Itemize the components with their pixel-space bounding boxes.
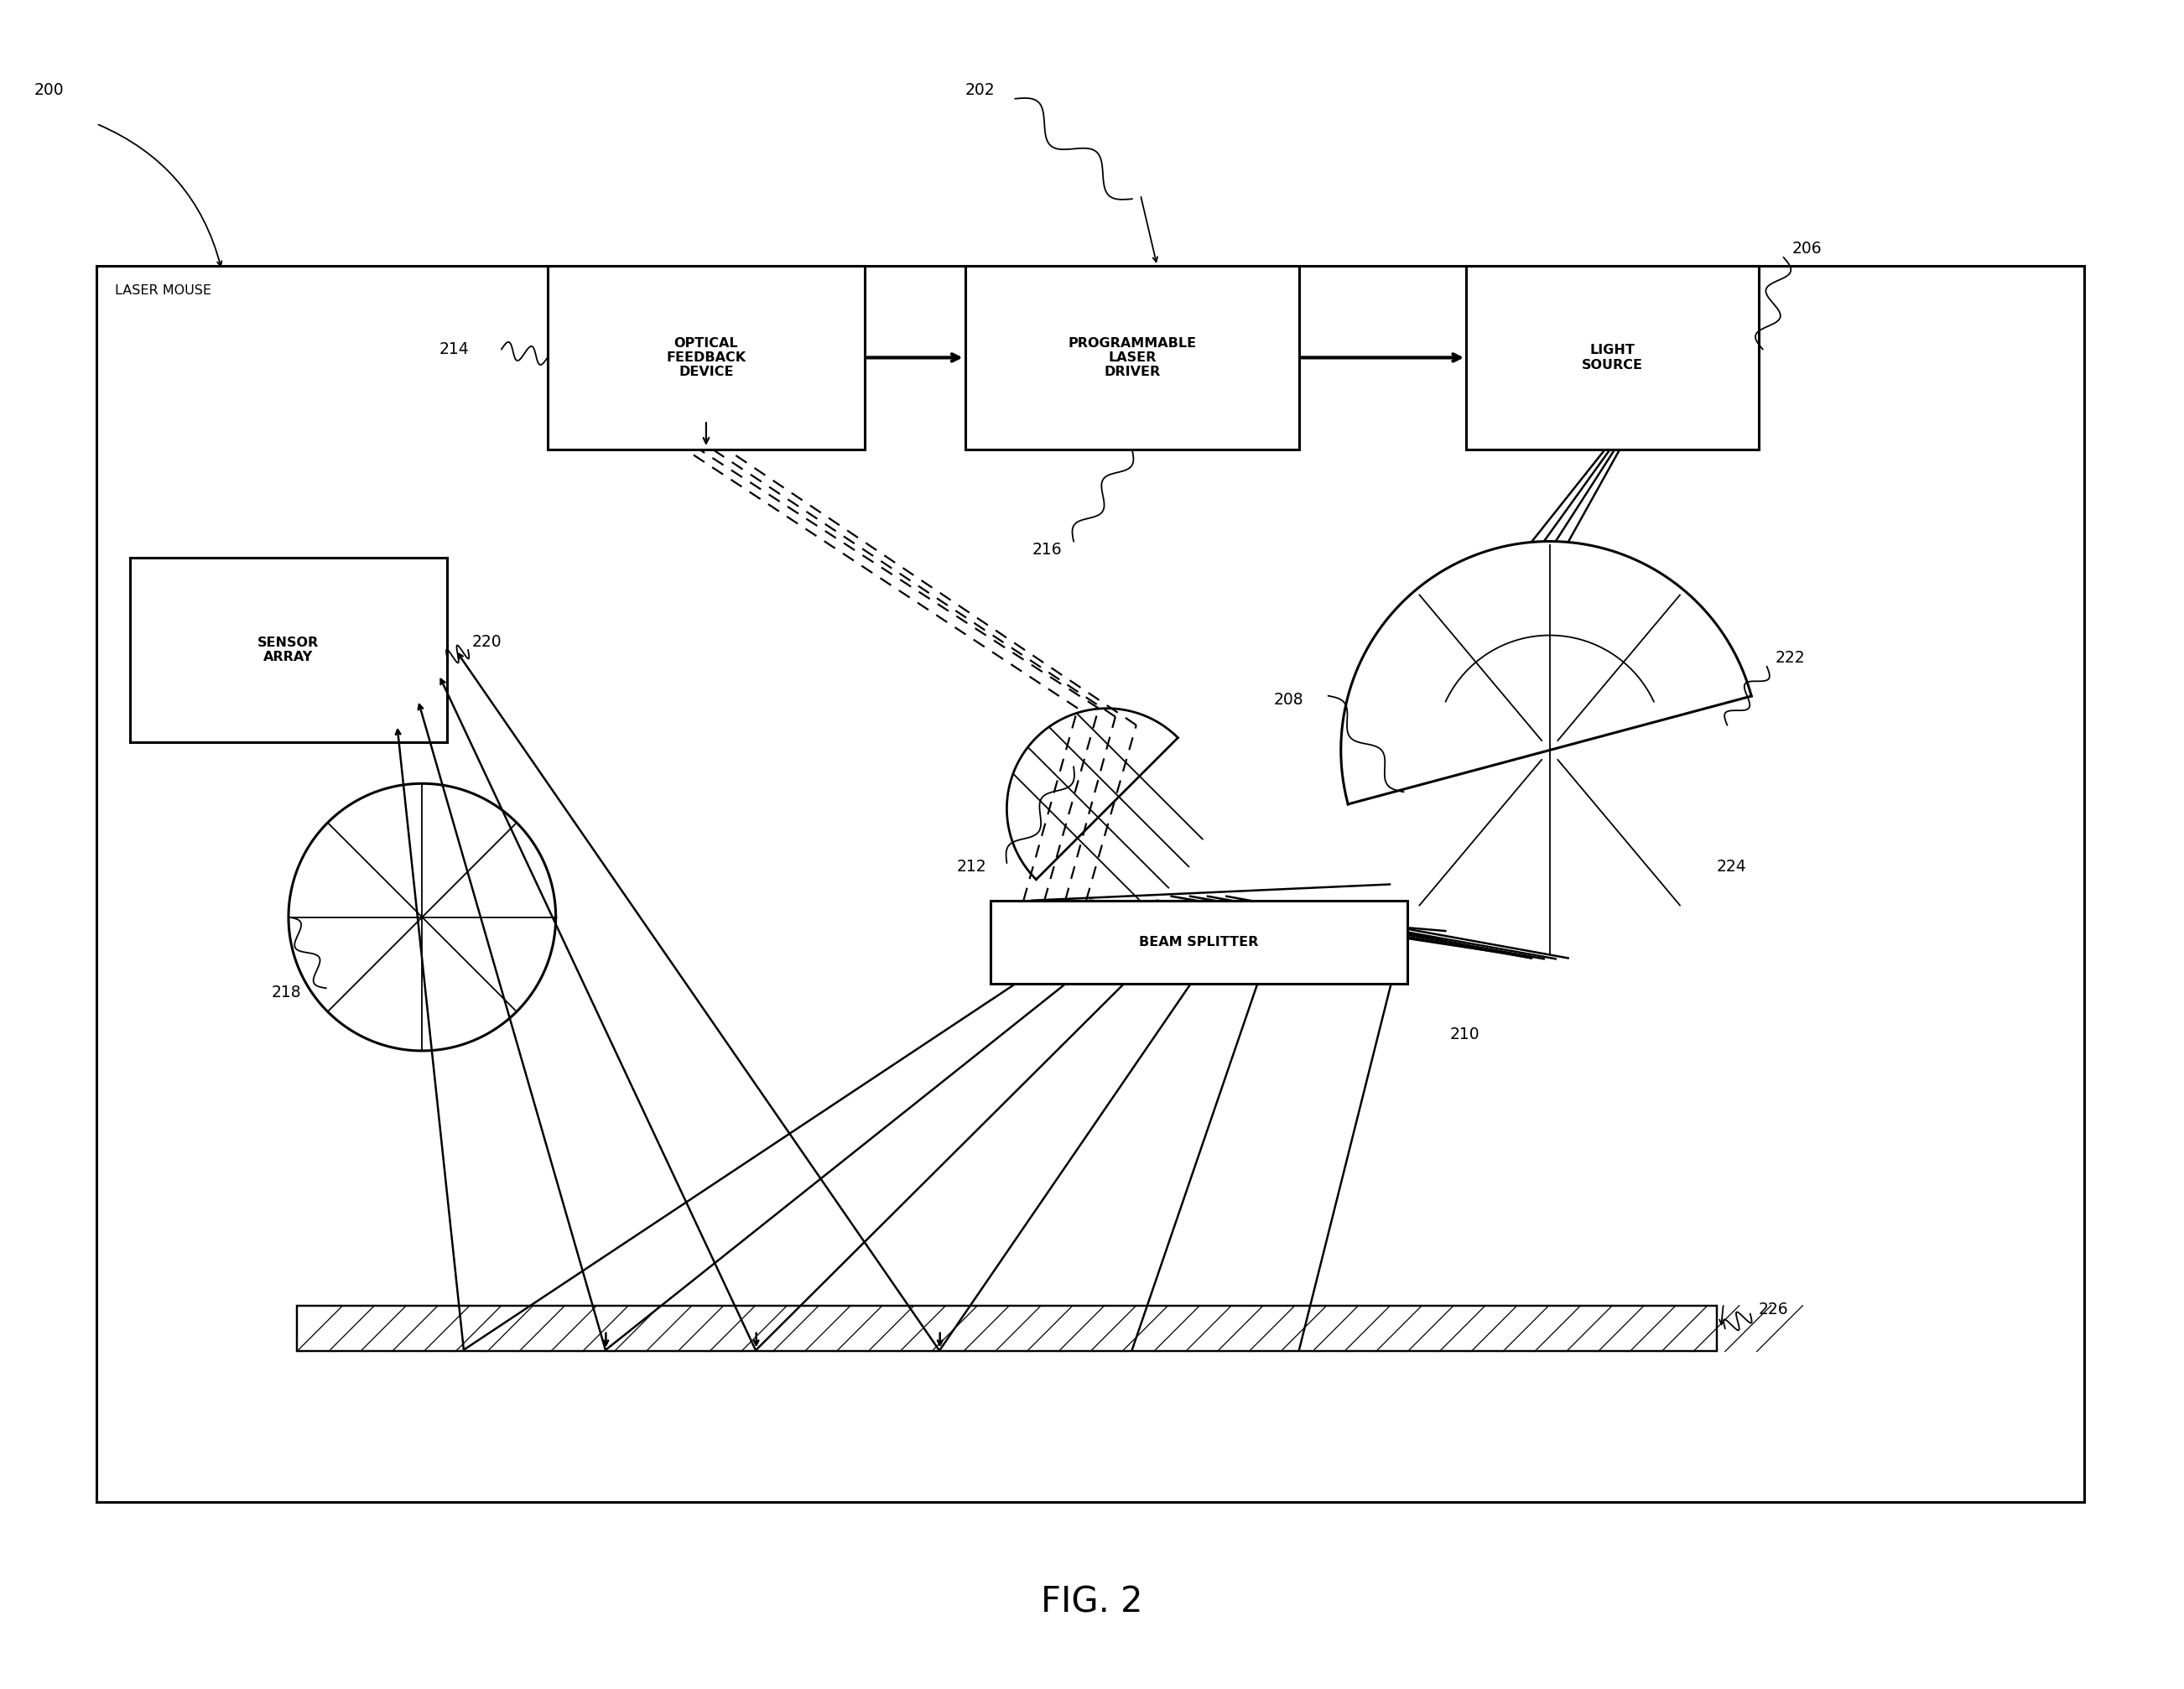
Bar bbox=[989, 900, 1409, 985]
Bar bbox=[96, 265, 2084, 1502]
Text: SENSOR
ARRAY: SENSOR ARRAY bbox=[258, 637, 319, 664]
Text: LIGHT
SOURCE: LIGHT SOURCE bbox=[1581, 345, 1642, 372]
Text: 222: 222 bbox=[1776, 650, 1806, 665]
Text: 210: 210 bbox=[1450, 1027, 1479, 1042]
Text: 226: 226 bbox=[1758, 1302, 1789, 1317]
Text: 206: 206 bbox=[1791, 242, 1821, 257]
Bar bbox=[548, 265, 865, 449]
Text: OPTICAL
FEEDBACK
DEVICE: OPTICAL FEEDBACK DEVICE bbox=[666, 336, 747, 378]
Bar bbox=[965, 265, 1299, 449]
Text: 214: 214 bbox=[439, 341, 470, 356]
Text: 224: 224 bbox=[1717, 860, 1747, 875]
Text: BEAM SPLITTER: BEAM SPLITTER bbox=[1140, 936, 1258, 949]
Text: 212: 212 bbox=[957, 860, 987, 875]
Bar bbox=[129, 557, 448, 741]
Bar bbox=[1465, 265, 1758, 449]
Text: 200: 200 bbox=[33, 83, 63, 98]
Text: 218: 218 bbox=[271, 985, 301, 1000]
Text: 216: 216 bbox=[1031, 542, 1061, 557]
Text: 208: 208 bbox=[1273, 692, 1304, 708]
Text: 220: 220 bbox=[472, 633, 502, 650]
Text: PROGRAMMABLE
LASER
DRIVER: PROGRAMMABLE LASER DRIVER bbox=[1068, 336, 1197, 378]
Bar bbox=[297, 1306, 1717, 1351]
Text: 202: 202 bbox=[965, 83, 996, 98]
Text: LASER MOUSE: LASER MOUSE bbox=[116, 284, 212, 297]
Text: FIG. 2: FIG. 2 bbox=[1042, 1584, 1142, 1620]
